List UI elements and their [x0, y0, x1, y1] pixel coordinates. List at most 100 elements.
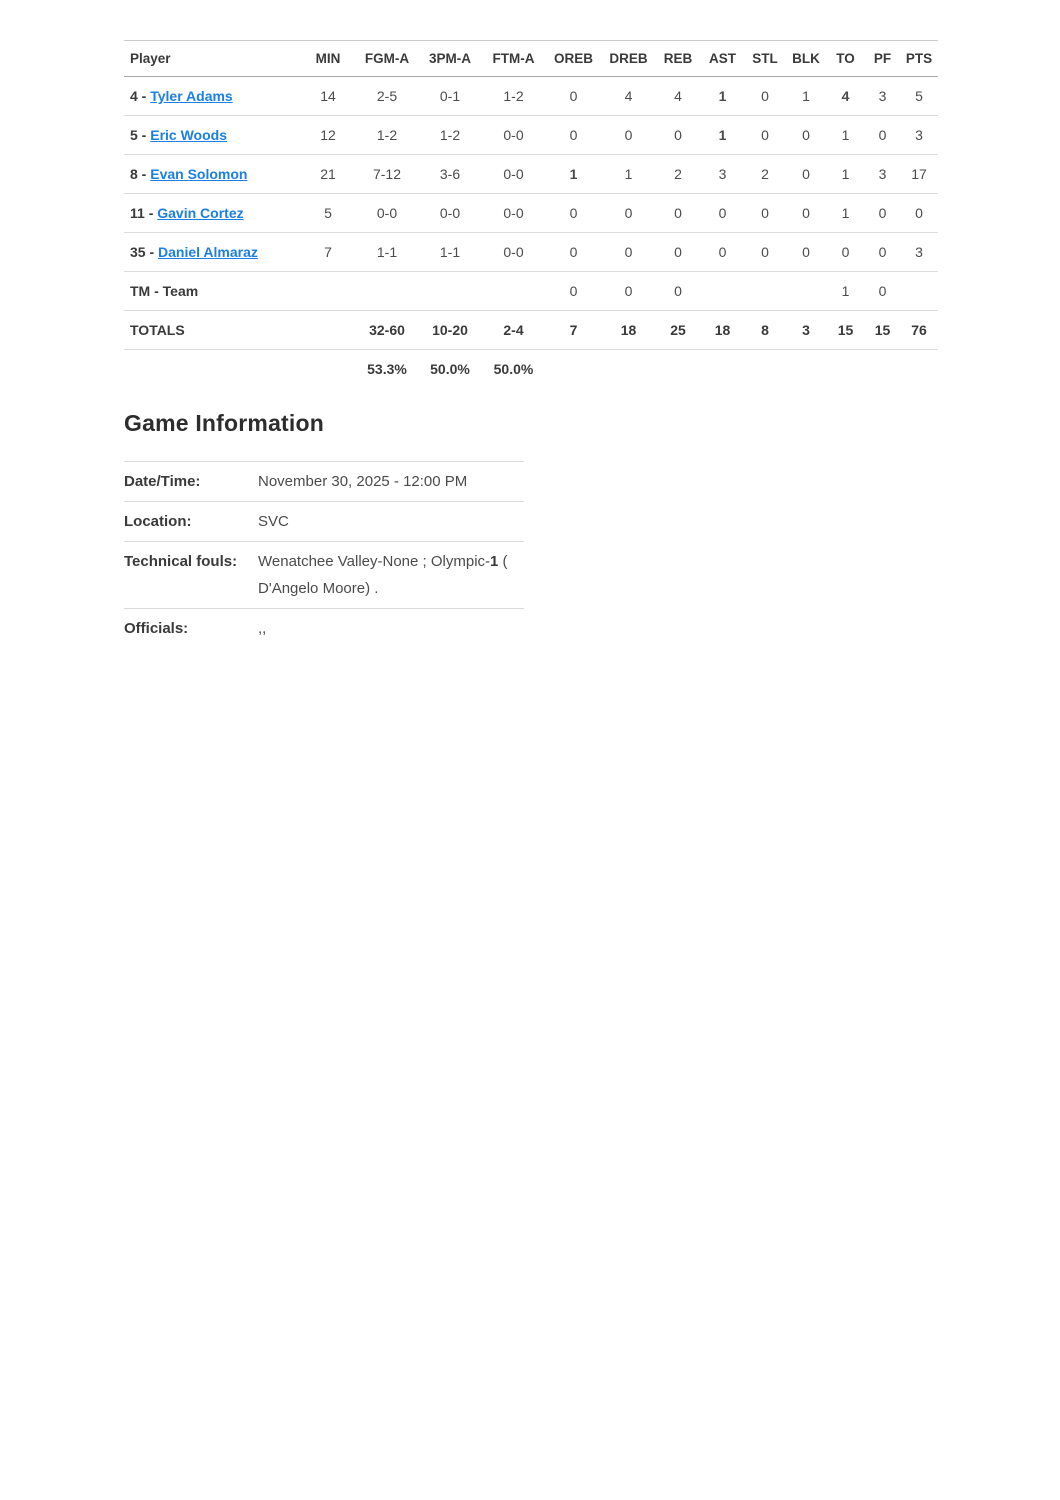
- stat-cell: 1-2: [356, 115, 418, 155]
- stat-cell: 1-2: [418, 115, 482, 155]
- percentage-cell: [744, 350, 786, 389]
- stat-cell: 21: [300, 154, 356, 194]
- totals-stat-cell: 7: [545, 310, 602, 350]
- stat-cell: 12: [300, 115, 356, 155]
- game-info-value: Wenatchee Valley-None ; Olympic-1 ( D'An…: [258, 542, 524, 609]
- player-cell: 35 - Daniel Almaraz: [124, 232, 300, 272]
- game-info-body: Date/Time: November 30, 2025 - 12:00 PM Lo…: [124, 461, 524, 649]
- stat-cell: [900, 271, 938, 311]
- stat-cell: 5: [300, 193, 356, 233]
- player-row: 35 - Daniel Almaraz 7 1-1 1-1 0-0 0 0 0 0 0 0 0 0 3: [124, 232, 938, 272]
- game-info-value: ,,: [258, 609, 524, 649]
- percentages-row: 53.3% 50.0% 50.0%: [124, 350, 938, 389]
- totals-stat-cell: 2-4: [482, 310, 545, 350]
- game-info-value-part: November 30, 2025 - 12:00 PM: [258, 473, 468, 490]
- stat-cell: 0: [865, 271, 900, 311]
- column-header-fgm-a: FGM-A: [356, 40, 418, 77]
- stat-cell: 3: [865, 76, 900, 116]
- player-link[interactable]: Daniel Almaraz: [158, 244, 258, 260]
- stat-cell: 0: [545, 115, 602, 155]
- stat-cell: 0: [744, 115, 786, 155]
- player-link[interactable]: Evan Solomon: [150, 166, 248, 182]
- percentage-cell: [786, 350, 826, 389]
- game-info-label: Location:: [124, 513, 192, 530]
- totals-stat-cell: 15: [865, 310, 900, 350]
- percentage-cell: [545, 350, 602, 389]
- totals-stat-cell: 15: [826, 310, 865, 350]
- game-info-row: Officials:,,: [124, 608, 524, 649]
- percentages-empty-cell: [124, 350, 300, 389]
- stat-cell: 3: [900, 232, 938, 272]
- stat-cell: 1: [786, 76, 826, 116]
- stat-cell: 0: [602, 232, 655, 272]
- totals-label: TOTALS: [124, 310, 300, 350]
- player-cell: 5 - Eric Woods: [124, 115, 300, 155]
- game-info-row: Technical fouls: Wenatchee Valley-None ; …: [124, 541, 524, 609]
- column-header-ast: AST: [701, 40, 744, 77]
- totals-row: TOTALS 32-60 10-20 2-4 7 18 25 18 8 3 15 15 76: [124, 310, 938, 350]
- percentage-cell: 50.0%: [430, 361, 470, 377]
- player-cell: TM - Team: [124, 271, 300, 311]
- box-score-header: Player MIN FGM-A 3PM-A FTM-A OREB DREB REB AST ST…: [124, 40, 938, 77]
- stat-cell: [356, 271, 418, 311]
- stat-cell: 0: [602, 271, 655, 311]
- player-cell: 8 - Evan Solomon: [124, 154, 300, 194]
- stat-cell: 2: [655, 154, 701, 194]
- game-info-value-part: Wenatchee Valley-None ; Olympic-: [258, 553, 491, 570]
- stat-cell: [744, 271, 786, 311]
- stat-cell: 1: [545, 154, 602, 194]
- stat-cell: 0: [545, 193, 602, 233]
- stat-cell: 0-0: [356, 193, 418, 233]
- totals-stat-cell: 32-60: [356, 310, 418, 350]
- stat-cell: 0: [865, 232, 900, 272]
- totals-stat-cell: 3: [786, 310, 826, 350]
- game-info-label: Officials:: [124, 620, 189, 637]
- stat-cell: 1: [826, 154, 865, 194]
- stat-cell: 4: [602, 76, 655, 116]
- column-header-dreb: DREB: [602, 40, 655, 77]
- stat-cell: 0: [545, 271, 602, 311]
- player-link[interactable]: Tyler Adams: [150, 88, 233, 104]
- stat-cell: 0-0: [482, 193, 545, 233]
- stat-cell: 0: [701, 232, 744, 272]
- column-header-player: Player: [124, 40, 300, 77]
- percentage-cell: [900, 350, 938, 389]
- stat-cell: 0-0: [482, 232, 545, 272]
- box-score-body: 4 - Tyler Adams 14 2-5 0-1 1-2 0 4 4 1 0 1 4 3 5 5 - E…: [124, 76, 938, 389]
- page: Player MIN FGM-A 3PM-A FTM-A OREB DREB REB AST ST…: [0, 0, 1060, 648]
- column-header-to: TO: [826, 40, 865, 77]
- game-info-row: Location: SVC: [124, 501, 524, 542]
- game-info-value: SVC: [258, 502, 524, 542]
- stat-cell: [300, 271, 356, 311]
- stat-cell: 0: [826, 232, 865, 272]
- box-score-table: Player MIN FGM-A 3PM-A FTM-A OREB DREB REB AST ST…: [124, 40, 938, 388]
- stat-cell: 3-6: [418, 154, 482, 194]
- stat-cell: [786, 271, 826, 311]
- game-info-value-part: ,,: [258, 620, 267, 637]
- stat-cell: 3: [865, 154, 900, 194]
- percentage-cell: [300, 350, 356, 389]
- stat-cell: 3: [900, 115, 938, 155]
- game-info-row: Date/Time: November 30, 2025 - 12:00 PM: [124, 461, 524, 502]
- player-link[interactable]: Eric Woods: [150, 127, 227, 143]
- column-header-stl: STL: [744, 40, 786, 77]
- stat-cell: 0-0: [482, 154, 545, 194]
- player-cell: 11 - Gavin Cortez: [124, 193, 300, 233]
- player-row: 11 - Gavin Cortez 5 0-0 0-0 0-0 0 0 0 0 0 0 1 0 0: [124, 193, 938, 233]
- totals-stat-cell: 8: [744, 310, 786, 350]
- totals-stat-cell: 25: [655, 310, 701, 350]
- stat-cell: 1: [701, 76, 744, 116]
- game-info-value-part: SVC: [258, 513, 289, 530]
- stat-cell: 2: [744, 154, 786, 194]
- player-link[interactable]: Gavin Cortez: [157, 205, 244, 221]
- player-cell: 4 - Tyler Adams: [124, 76, 300, 116]
- stat-cell: 0: [786, 232, 826, 272]
- stat-cell: 5: [900, 76, 938, 116]
- percentage-cell: [826, 350, 865, 389]
- column-header-pf: PF: [865, 40, 900, 77]
- totals-stat-cell: 10-20: [418, 310, 482, 350]
- percentage-cell: 53.3%: [367, 361, 407, 377]
- percentage-cell: [602, 350, 655, 389]
- stat-cell: 2-5: [356, 76, 418, 116]
- column-header-reb: REB: [655, 40, 701, 77]
